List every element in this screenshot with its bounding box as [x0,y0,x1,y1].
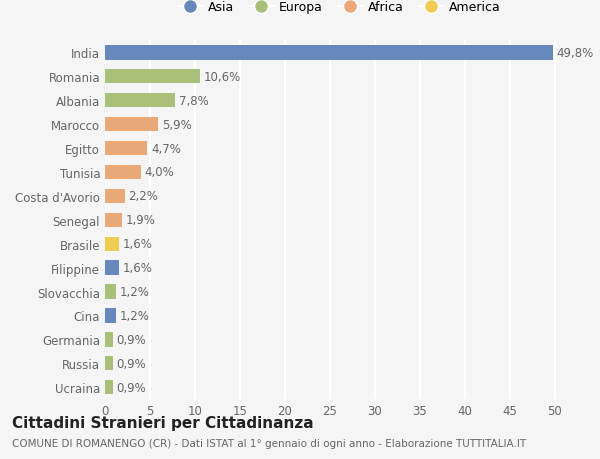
Bar [105,237,119,252]
Text: COMUNE DI ROMANENGO (CR) - Dati ISTAT al 1° gennaio di ogni anno - Elaborazione : COMUNE DI ROMANENGO (CR) - Dati ISTAT al… [12,438,526,448]
Text: 7,8%: 7,8% [179,95,209,107]
Bar [105,261,119,275]
Bar [105,285,116,299]
Bar [105,380,113,395]
Text: 0,9%: 0,9% [116,357,146,370]
Text: 1,9%: 1,9% [126,214,155,227]
Text: 2,2%: 2,2% [128,190,158,203]
Bar [105,118,158,132]
Bar [105,332,113,347]
Text: 5,9%: 5,9% [162,118,191,131]
Text: 4,7%: 4,7% [151,142,181,155]
Legend: Asia, Europa, Africa, America: Asia, Europa, Africa, America [178,1,500,14]
Text: 1,2%: 1,2% [119,285,149,298]
Bar [105,213,122,228]
Bar [105,46,553,61]
Bar [105,141,148,156]
Text: 1,6%: 1,6% [123,238,153,251]
Bar [105,356,113,371]
Text: 1,6%: 1,6% [123,262,153,274]
Text: 49,8%: 49,8% [557,47,594,60]
Text: 4,0%: 4,0% [145,166,175,179]
Bar [105,165,141,180]
Text: 0,9%: 0,9% [116,381,146,394]
Bar [105,189,125,204]
Text: 0,9%: 0,9% [116,333,146,346]
Bar [105,94,175,108]
Text: Cittadini Stranieri per Cittadinanza: Cittadini Stranieri per Cittadinanza [12,415,314,431]
Text: 10,6%: 10,6% [204,71,241,84]
Text: 1,2%: 1,2% [119,309,149,322]
Bar [105,308,116,323]
Bar [105,70,200,84]
